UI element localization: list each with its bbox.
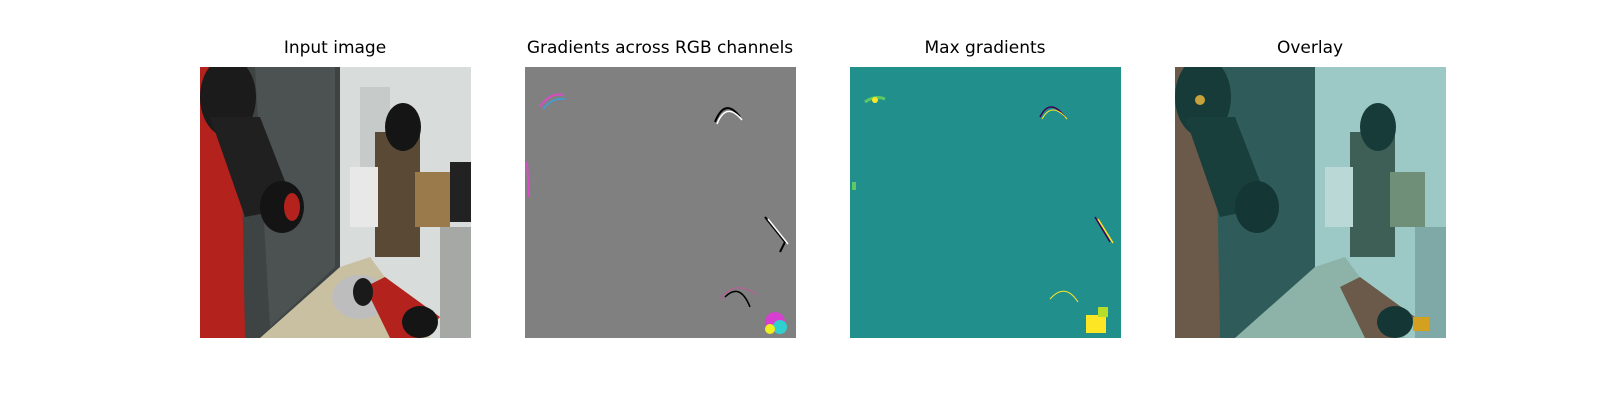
overlay-icon [1175,67,1446,338]
heatmap-icon [850,67,1121,338]
input-image-panel [200,67,471,338]
gradient-map-icon [525,67,796,338]
input-image-title: Input image [283,38,387,58]
rgb-gradients-panel [525,67,796,338]
rgb-gradients-title: Gradients across RGB channels [526,38,794,58]
overlay-panel [1175,67,1446,338]
overlay-title: Overlay [1276,38,1344,58]
photo-icon [200,67,471,338]
max-gradients-panel [850,67,1121,338]
max-gradients-title: Max gradients [924,38,1046,58]
